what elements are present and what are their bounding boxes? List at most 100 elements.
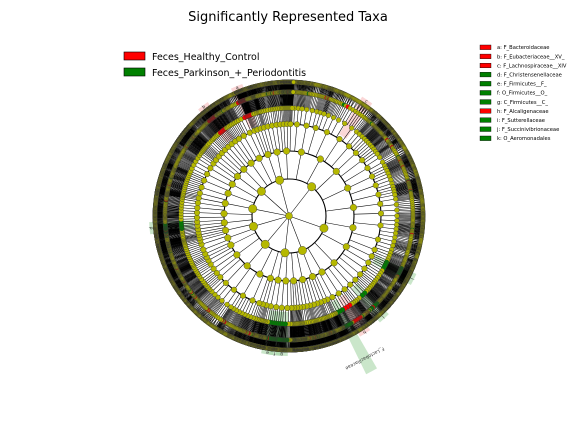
branch [336, 152, 357, 172]
branch [344, 167, 368, 183]
branch [294, 92, 297, 109]
key-swatch [479, 44, 492, 50]
branch [320, 97, 326, 113]
branch [373, 282, 387, 293]
branch [311, 94, 316, 111]
branch [366, 157, 380, 167]
branch [242, 272, 257, 296]
branch [387, 165, 403, 173]
key-label: c: F_Lachnospiraceae__XIV [497, 63, 567, 69]
branch [393, 183, 409, 189]
branch [396, 227, 413, 230]
branch [358, 121, 370, 134]
branch [385, 159, 400, 168]
legend-label-parkinson: Feces_Parkinson_+_Periodontitis [152, 68, 306, 79]
branch [317, 96, 323, 113]
branch [370, 134, 383, 146]
branch [373, 138, 387, 149]
branch [295, 152, 302, 180]
branch [359, 146, 373, 158]
branch [352, 115, 363, 129]
branch [197, 202, 225, 208]
branch [383, 266, 399, 276]
branch [393, 243, 409, 249]
branch [359, 122, 371, 135]
branch [335, 103, 343, 119]
branch [381, 272, 395, 281]
branch [366, 264, 381, 274]
branch [384, 265, 400, 274]
branch [396, 224, 413, 227]
branch [352, 194, 379, 202]
branch [396, 225, 413, 228]
branch [391, 249, 407, 255]
branch [396, 222, 413, 225]
branch [381, 271, 396, 280]
branch [371, 136, 385, 148]
branch [265, 215, 290, 245]
branch [392, 244, 409, 250]
branch [394, 191, 411, 196]
branch [197, 212, 225, 214]
branch [385, 264, 400, 272]
branch [382, 269, 398, 278]
branch [390, 251, 407, 258]
branch [384, 157, 399, 166]
branch [322, 98, 328, 114]
branch [374, 281, 388, 292]
branch [309, 94, 314, 111]
branch [303, 279, 311, 306]
branch [361, 124, 373, 137]
key-label: f: O_Firmicutes__O_ [497, 91, 548, 97]
branch [388, 256, 404, 264]
branch [353, 213, 381, 215]
branch [372, 137, 386, 149]
branch [385, 263, 401, 272]
key-label: g: C_Firmicutes__C_ [497, 100, 548, 106]
branch [396, 220, 413, 223]
branch [307, 93, 312, 110]
branch [387, 258, 403, 266]
branch [325, 207, 354, 212]
key-label: h: F_Alcaligenaceae [497, 109, 549, 115]
branch [388, 258, 404, 266]
branch [390, 252, 406, 259]
key-label: i: F_Sutterellaceae [497, 118, 545, 124]
branch [393, 186, 410, 191]
branch [394, 188, 410, 193]
key-swatch [479, 53, 492, 59]
branch [342, 252, 365, 269]
branch [307, 127, 317, 154]
branch [362, 125, 374, 138]
branch [322, 115, 329, 131]
branch [307, 247, 323, 273]
branch [378, 276, 393, 286]
branch [366, 130, 379, 142]
branch [377, 277, 392, 287]
branch [379, 230, 396, 234]
branch [386, 262, 402, 270]
branch [270, 251, 279, 279]
branch [351, 232, 379, 240]
branch [253, 215, 290, 227]
branch [368, 131, 381, 143]
branch [381, 152, 396, 161]
branch [390, 253, 406, 260]
branch [314, 242, 335, 263]
key-swatch [479, 135, 492, 141]
branch [316, 96, 322, 112]
branch [386, 163, 402, 171]
branch [395, 194, 412, 198]
branch [367, 130, 380, 143]
branch [288, 186, 312, 217]
branch [284, 215, 290, 253]
branch [323, 98, 330, 115]
branch [374, 140, 388, 151]
branch [315, 95, 320, 112]
legend-swatch-parkinson [123, 67, 146, 77]
branch [363, 126, 376, 139]
branch [378, 276, 392, 287]
branch [380, 204, 397, 207]
key-swatch [479, 81, 492, 87]
